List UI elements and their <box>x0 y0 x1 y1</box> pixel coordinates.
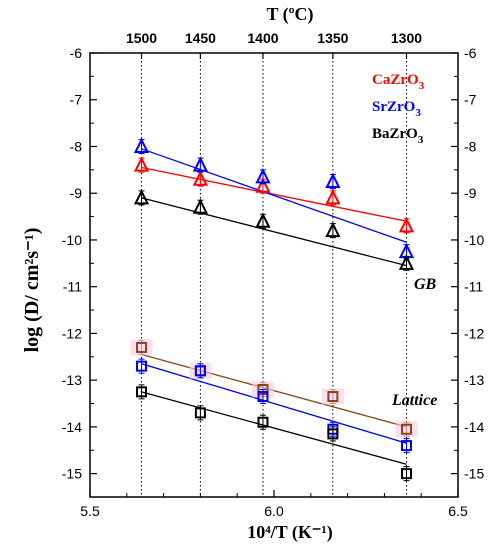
data-point-triangle <box>255 212 271 228</box>
y-tick-label-right: -10 <box>464 232 484 248</box>
top-tick-label: 1400 <box>247 30 278 46</box>
y-tick-label-left: -6 <box>70 45 83 61</box>
data-point-triangle <box>192 198 209 214</box>
fit-line <box>141 166 407 222</box>
fit-lines <box>141 148 407 465</box>
data-point-triangle <box>325 172 341 189</box>
top-tick-label: 1500 <box>126 30 157 46</box>
y-tick-label-left: -10 <box>62 232 82 248</box>
data-point-square <box>136 360 148 372</box>
fit-line <box>141 363 407 444</box>
y-axis-title: log (D/ cm²s⁻¹) <box>21 228 43 353</box>
data-point-triangle <box>133 189 150 205</box>
y-tick-label-right: -14 <box>464 419 484 435</box>
annotation-lattice: Lattice <box>391 392 437 409</box>
fit-line <box>141 148 407 243</box>
data-point-triangle <box>192 156 209 172</box>
y-tick-label-right: -13 <box>464 372 484 388</box>
fit-line <box>141 353 407 428</box>
data-point-square <box>194 365 206 377</box>
data-point-triangle <box>398 217 415 233</box>
y-tick-label-left: -13 <box>62 372 82 388</box>
y-tick-label-left: -14 <box>62 419 82 435</box>
data-point-square <box>136 386 148 398</box>
error-band <box>395 421 418 438</box>
legend-label: SrZrO3 <box>372 99 421 119</box>
data-point-square <box>257 391 269 403</box>
y-tick-label-left: -15 <box>62 466 82 482</box>
legend: CaZrO3 SrZrO3 BaZrO3 <box>372 72 425 146</box>
x-tick-label: 5.5 <box>80 503 100 519</box>
data-point-square <box>400 468 412 480</box>
data-point-triangle <box>133 137 150 153</box>
data-markers <box>130 137 418 482</box>
data-point-square <box>327 428 339 440</box>
y-tick-label-right: -11 <box>464 279 483 295</box>
data-point-square <box>194 407 206 419</box>
grid-lines <box>141 53 407 497</box>
data-point-square <box>257 416 269 428</box>
data-point-triangle <box>255 168 271 184</box>
legend-label: CaZrO3 <box>372 72 425 92</box>
top-tick-label: 1450 <box>185 30 216 46</box>
y-tick-label-right: -6 <box>464 45 477 61</box>
y-tick-label-right: -9 <box>464 185 477 201</box>
y-tick-label-right: -12 <box>464 325 484 341</box>
axes: 1500 1450 1400 1350 1300 5.5 6.0 6.5 -15 -15 -14 -1… <box>62 30 485 519</box>
fit-line <box>141 391 407 465</box>
y-tick-label-left: -7 <box>70 92 83 108</box>
data-point-triangle <box>325 189 341 205</box>
annotation-gb: GB <box>414 276 437 293</box>
y-tick-label-left: -12 <box>62 325 82 341</box>
x-tick-label: 6.5 <box>448 503 468 519</box>
data-point-square <box>400 423 412 435</box>
y-tick-label-left: -8 <box>70 138 83 154</box>
x-tick-label: 6.0 <box>264 503 284 519</box>
data-point-triangle <box>133 156 150 172</box>
error-band <box>321 388 344 405</box>
error-band <box>130 339 153 356</box>
data-point-triangle <box>192 170 209 186</box>
top-tick-label: 1300 <box>391 30 422 46</box>
top-tick-label: 1350 <box>317 30 348 46</box>
y-tick-label-right: -7 <box>464 92 477 108</box>
data-point-triangle <box>325 221 341 238</box>
y-tick-label-right: -8 <box>464 138 477 154</box>
fit-line <box>141 197 407 267</box>
y-tick-label-left: -11 <box>63 279 82 295</box>
y-tick-label-left: -9 <box>70 185 83 201</box>
x-axis-title: 10⁴/T (K⁻¹) <box>247 522 332 543</box>
top-axis-title: T (ºC) <box>266 4 313 25</box>
y-tick-label-right: -15 <box>464 466 484 482</box>
legend-label: BaZrO3 <box>372 126 424 146</box>
data-point-square <box>400 440 412 452</box>
data-point-square <box>327 391 339 403</box>
data-point-square <box>136 341 148 353</box>
data-point-triangle <box>398 254 415 270</box>
data-point-triangle <box>255 177 271 193</box>
